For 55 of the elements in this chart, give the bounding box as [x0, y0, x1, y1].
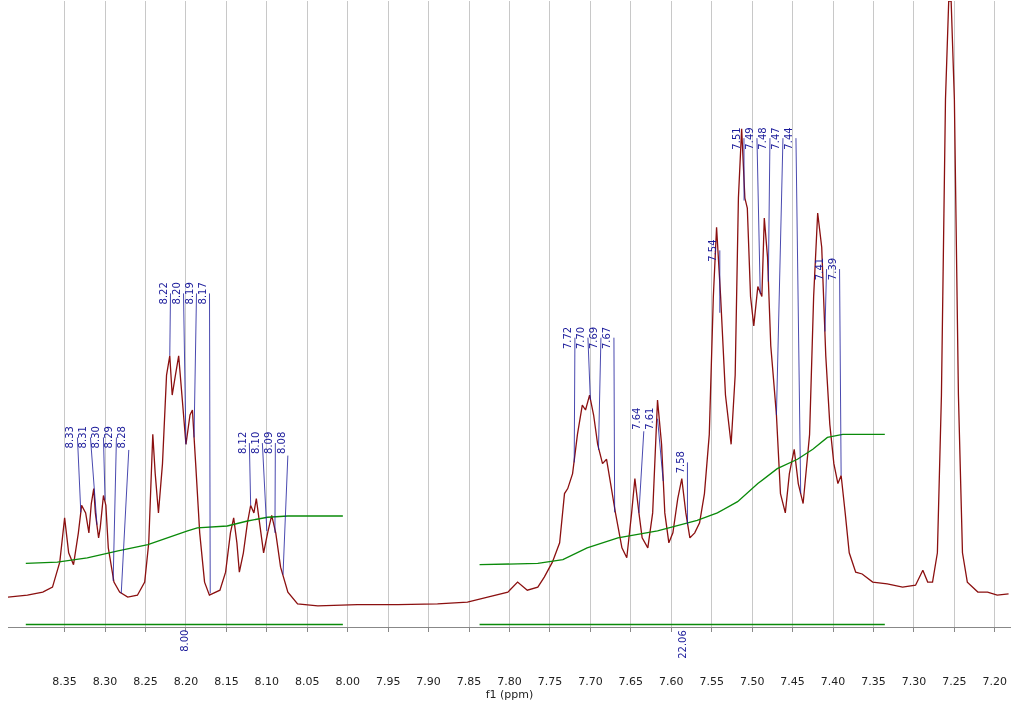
annotation: 7.44 [783, 127, 795, 150]
x-axis-title: f1 (ppm) [485, 688, 534, 702]
x-tick-label: 8.15 [214, 675, 239, 689]
x-tick-label: 7.55 [699, 675, 724, 689]
annotation: 7.64 [631, 407, 643, 430]
annotation: 7.61 [644, 407, 656, 430]
annotation: 8.31 [77, 426, 89, 449]
x-tick-label: 8.30 [92, 675, 118, 689]
annotation: 8.08 [275, 431, 287, 454]
annotation: 7.51 [731, 127, 743, 150]
annotation: 7.41 [813, 257, 825, 281]
annotation: 7.67 [600, 326, 612, 350]
annotation: 7.39 [826, 257, 838, 281]
annotation: 7.49 [744, 127, 756, 150]
x-tick-label: 8.10 [254, 675, 280, 689]
x-tick-label: 7.45 [780, 675, 805, 689]
annotation: 8.20 [170, 282, 182, 305]
annotation: 7.47 [770, 127, 782, 150]
annotation: 7.54 [706, 239, 718, 262]
annotation: 8.00 [178, 629, 190, 652]
annotation: 7.69 [587, 326, 599, 350]
x-tick-label: 7.40 [820, 675, 846, 689]
annotation: 8.28 [116, 426, 128, 449]
x-tick-label: 7.85 [456, 675, 482, 689]
annotation: 8.30 [90, 426, 102, 449]
annotation: 8.29 [103, 426, 115, 449]
x-tick-label: 8.35 [52, 675, 77, 689]
x-tick-label: 7.80 [497, 675, 522, 689]
x-tick-label: 7.70 [578, 675, 603, 689]
x-tick-label: 7.20 [982, 675, 1008, 689]
annotation: 8.09 [262, 431, 274, 454]
annotation: 22.06 [676, 630, 688, 659]
x-tick-label: 7.30 [901, 675, 927, 689]
x-tick-label: 7.50 [739, 675, 765, 689]
x-tick-label: 7.35 [861, 675, 886, 689]
x-tick-label: 8.00 [335, 675, 360, 689]
annotation: 8.10 [249, 431, 261, 454]
x-tick-label: 8.25 [133, 675, 158, 689]
x-tick-label: 7.75 [537, 675, 563, 689]
annotation: 8.22 [157, 282, 169, 305]
annotation: 8.33 [64, 426, 76, 449]
x-tick-label: 7.65 [618, 675, 644, 689]
x-tick-label: 7.60 [659, 675, 684, 689]
annotation: 7.58 [674, 451, 686, 474]
annotation: 8.17 [196, 282, 208, 305]
annotation: 7.70 [574, 326, 586, 350]
x-tick-label: 7.90 [416, 675, 441, 689]
x-tick-label: 8.20 [173, 675, 199, 689]
x-tick-label: 7.25 [942, 675, 967, 689]
x-tick-label: 8.05 [295, 675, 320, 689]
annotation: 8.12 [236, 431, 248, 454]
annotation: 7.48 [757, 127, 769, 150]
x-tick-label: 7.95 [375, 675, 401, 689]
annotation: 8.19 [183, 282, 195, 305]
annotation: 7.72 [561, 326, 573, 350]
